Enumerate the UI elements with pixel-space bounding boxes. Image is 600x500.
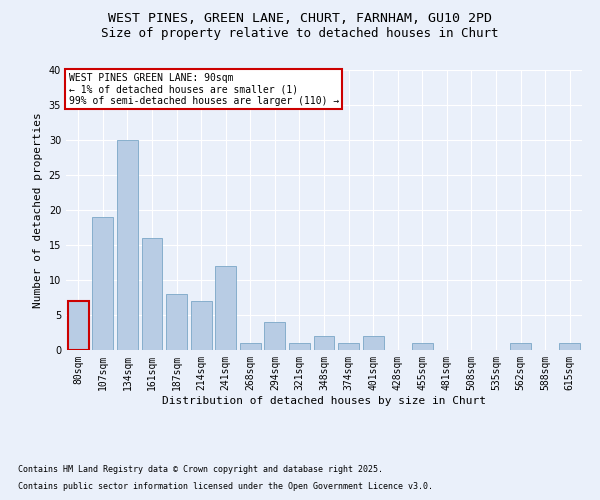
Bar <box>117 140 138 350</box>
Bar <box>92 217 113 350</box>
Text: WEST PINES, GREEN LANE, CHURT, FARNHAM, GU10 2PD: WEST PINES, GREEN LANE, CHURT, FARNHAM, … <box>108 12 492 26</box>
Bar <box>265 322 286 350</box>
Bar <box>215 266 236 350</box>
Bar <box>142 238 163 350</box>
Bar <box>338 343 359 350</box>
Text: WEST PINES GREEN LANE: 90sqm
← 1% of detached houses are smaller (1)
99% of semi: WEST PINES GREEN LANE: 90sqm ← 1% of det… <box>68 73 339 106</box>
Text: Size of property relative to detached houses in Churt: Size of property relative to detached ho… <box>101 28 499 40</box>
Bar <box>412 343 433 350</box>
Bar <box>362 336 383 350</box>
Bar <box>240 343 261 350</box>
Bar <box>314 336 334 350</box>
Text: Contains HM Land Registry data © Crown copyright and database right 2025.: Contains HM Land Registry data © Crown c… <box>18 466 383 474</box>
X-axis label: Distribution of detached houses by size in Churt: Distribution of detached houses by size … <box>162 396 486 406</box>
Bar <box>166 294 187 350</box>
Bar <box>191 301 212 350</box>
Bar <box>510 343 531 350</box>
Bar <box>559 343 580 350</box>
Bar <box>68 301 89 350</box>
Y-axis label: Number of detached properties: Number of detached properties <box>33 112 43 308</box>
Bar <box>289 343 310 350</box>
Text: Contains public sector information licensed under the Open Government Licence v3: Contains public sector information licen… <box>18 482 433 491</box>
